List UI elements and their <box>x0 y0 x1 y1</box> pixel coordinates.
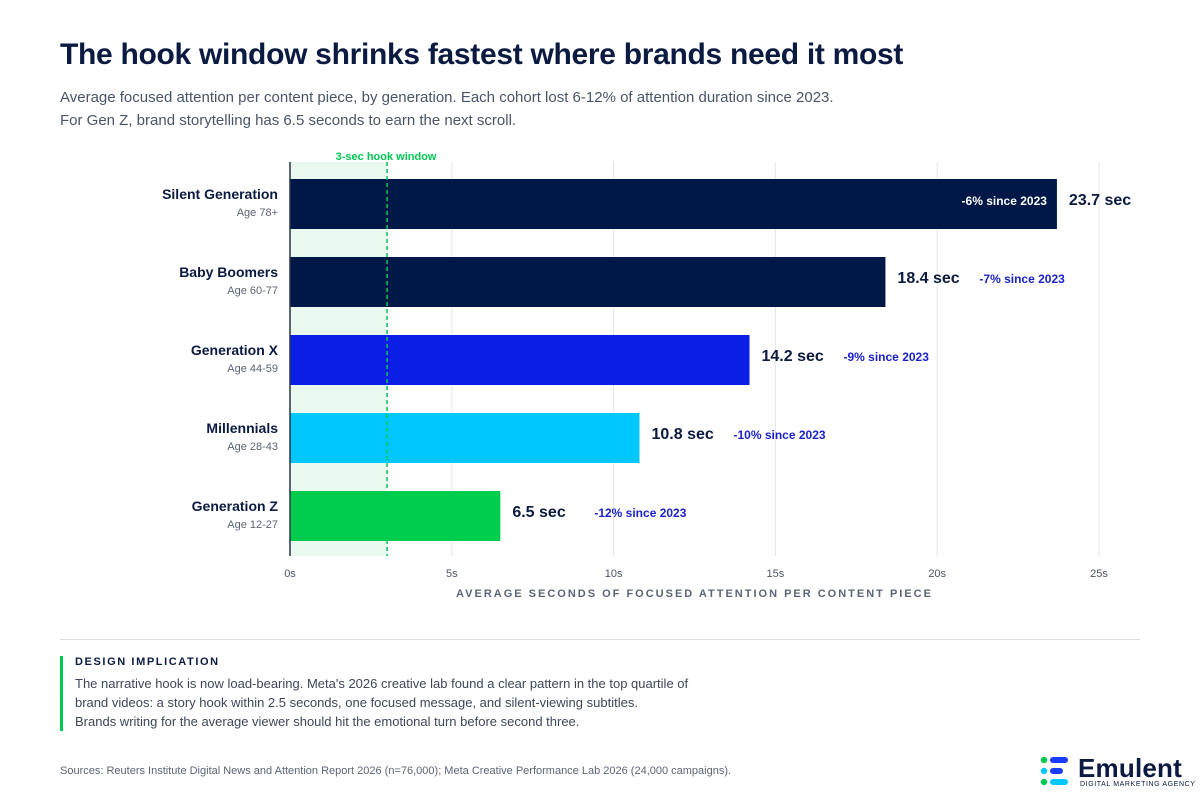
logo-name: Emulent <box>1078 753 1182 783</box>
x-tick-label: 20s <box>928 568 946 580</box>
implication-line-2: brand videos: a story hook within 2.5 se… <box>75 695 638 710</box>
implication-line-1: The narrative hook is now load-bearing. … <box>75 676 689 691</box>
category-sublabel: Age 28-43 <box>227 441 278 453</box>
chart-title: The hook window shrinks fastest where br… <box>60 38 904 71</box>
value-label: 6.5 sec <box>512 504 565 521</box>
category-label: Millennials <box>206 420 278 436</box>
category-label: Silent Generation <box>162 186 278 202</box>
hook-window-label: 3-sec hook window <box>336 151 437 163</box>
category-label: Generation X <box>191 342 279 358</box>
value-label: 10.8 sec <box>651 426 713 443</box>
category-label: Baby Boomers <box>179 264 278 280</box>
change-label: -6% since 2023 <box>962 194 1048 208</box>
subtitle-line-2: For Gen Z, brand storytelling has 6.5 se… <box>60 112 517 129</box>
x-tick-label: 15s <box>767 568 785 580</box>
bar-generation-z <box>290 491 501 541</box>
x-tick-label: 10s <box>605 568 623 580</box>
logo-mark-icon <box>1040 756 1068 786</box>
category-sublabel: Age 78+ <box>237 207 278 219</box>
category-label: Generation Z <box>192 498 279 514</box>
value-label: 23.7 sec <box>1069 192 1131 209</box>
emulent-logo: Emulent DIGITAL MARKETING AGENCY <box>1040 753 1195 793</box>
bar-generation-x <box>290 335 750 385</box>
implication-line-3: Brands writing for the average viewer sh… <box>75 714 580 729</box>
chart-subtitle: Average focused attention per content pi… <box>60 86 1060 132</box>
value-label: 18.4 sec <box>897 270 959 287</box>
bar-millennials <box>290 413 640 463</box>
x-tick-label: 5s <box>446 568 458 580</box>
category-sublabel: Age 44-59 <box>227 363 278 375</box>
sources-note: Sources: Reuters Institute Digital News … <box>60 765 732 777</box>
logo-tagline: DIGITAL MARKETING AGENCY <box>1080 781 1196 788</box>
category-sublabel: Age 12-27 <box>227 519 278 531</box>
subtitle-line-1: Average focused attention per content pi… <box>60 89 834 106</box>
change-label: -7% since 2023 <box>979 272 1065 286</box>
bar-baby-boomers <box>290 257 886 307</box>
change-label: -12% since 2023 <box>594 506 686 520</box>
change-label: -9% since 2023 <box>844 350 930 364</box>
x-axis-title: AVERAGE SECONDS OF FOCUSED ATTENTION PER… <box>456 588 933 600</box>
x-tick-label: 25s <box>1090 568 1108 580</box>
attention-bar-chart: 3-sec hook window Silent Generation Age 78… <box>162 151 1131 600</box>
change-label: -10% since 2023 <box>733 428 825 442</box>
section-divider <box>60 639 1140 640</box>
design-implication: DESIGN IMPLICATION The narrative hook is… <box>60 656 795 731</box>
implication-heading: DESIGN IMPLICATION <box>75 656 220 668</box>
x-tick-label: 0s <box>284 568 296 580</box>
value-label: 14.2 sec <box>762 348 824 365</box>
bar-silent-generation <box>290 179 1057 229</box>
category-sublabel: Age 60-77 <box>227 285 278 297</box>
